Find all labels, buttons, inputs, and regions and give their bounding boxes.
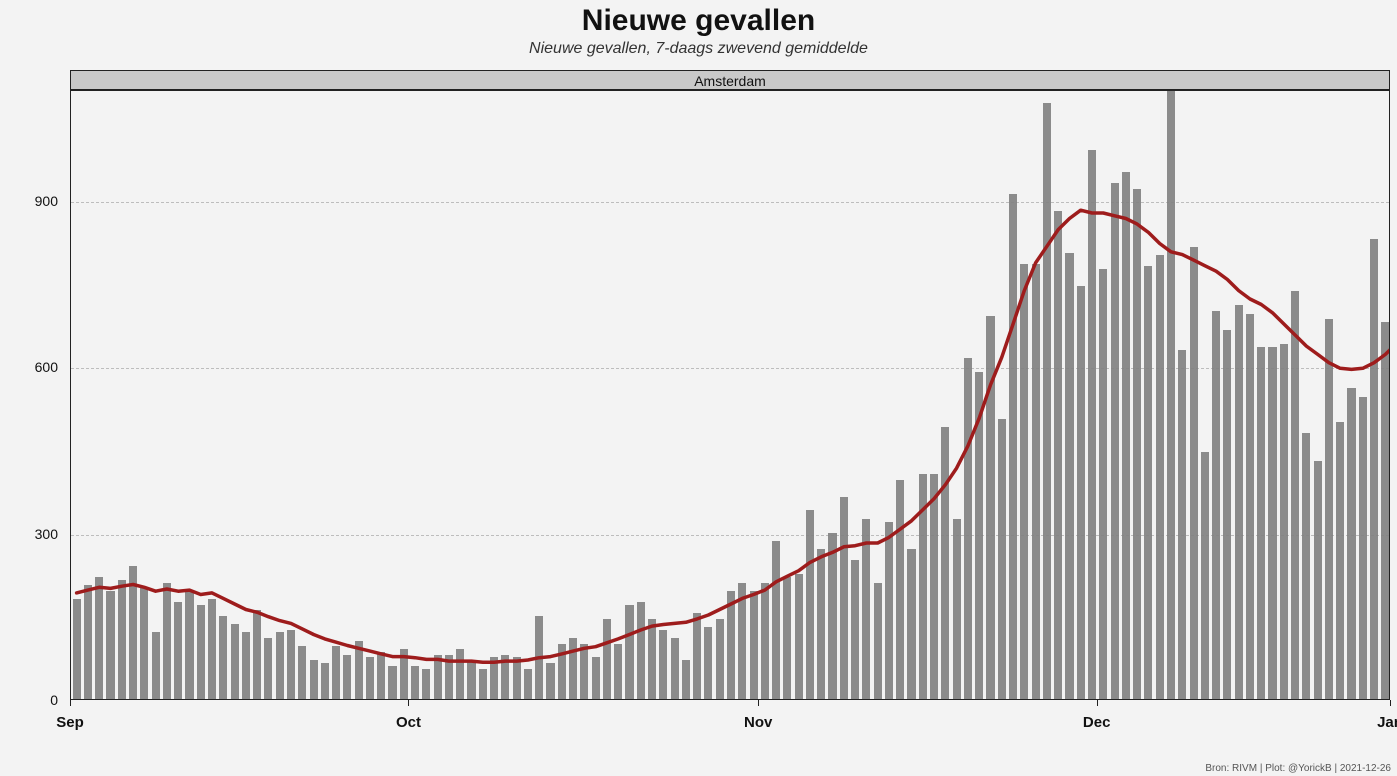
- chart-caption: Bron: RIVM | Plot: @YorickB | 2021-12-26: [1205, 763, 1391, 774]
- x-tick-mark: [408, 700, 409, 706]
- x-tick-label: Sep: [56, 714, 84, 731]
- chart-subtitle: Nieuwe gevallen, 7-daags zwevend gemidde…: [0, 40, 1397, 58]
- y-tick-label: 300: [0, 526, 58, 542]
- x-tick-label: Oct: [396, 714, 421, 731]
- moving-average-line: [71, 91, 1390, 700]
- y-tick-label: 900: [0, 193, 58, 209]
- moving-average-path: [77, 210, 1390, 662]
- x-tick-label: Dec: [1083, 714, 1111, 731]
- plot-area: [70, 90, 1390, 700]
- chart-figure: Nieuwe gevallen Nieuwe gevallen, 7-daags…: [0, 0, 1397, 776]
- panel-header-label: Amsterdam: [694, 73, 766, 89]
- x-tick-mark: [70, 700, 71, 706]
- chart-title: Nieuwe gevallen: [0, 4, 1397, 38]
- x-tick-mark: [1097, 700, 1098, 706]
- x-tick-label: Nov: [744, 714, 772, 731]
- panel-header: Amsterdam: [70, 70, 1390, 90]
- x-tick-label: Jan: [1377, 714, 1397, 731]
- x-tick-mark: [1390, 700, 1391, 706]
- y-tick-label: 600: [0, 359, 58, 375]
- x-tick-mark: [758, 700, 759, 706]
- y-tick-label: 0: [0, 692, 58, 708]
